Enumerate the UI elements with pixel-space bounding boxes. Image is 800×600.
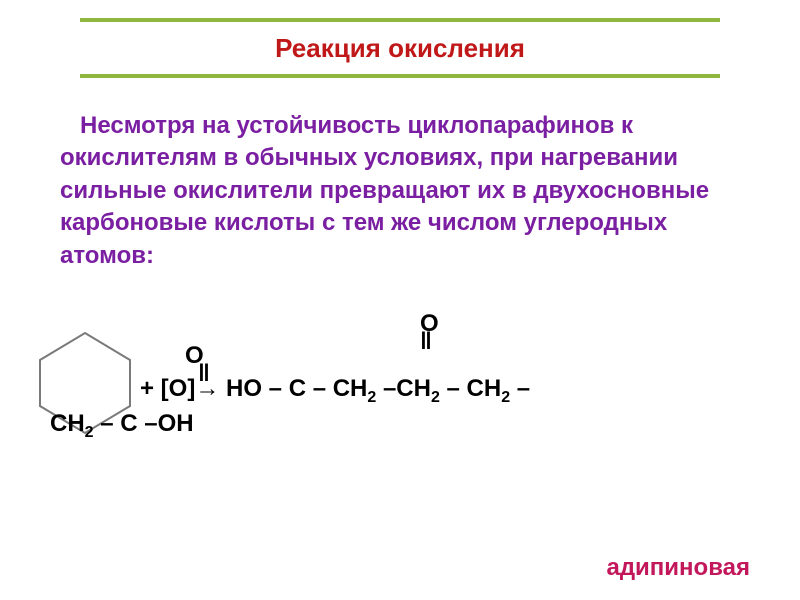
slide-title: Реакция окисления [275,33,525,64]
formula-main-3: – CH [440,375,501,402]
sub-4: 2 [85,424,94,441]
formula-main-4: – [510,375,530,402]
reaction-formula: ‖ ‖ O O + [O]→ HO – C – CH2 –CH2 – CH2 –… [50,308,770,444]
title-bar: Реакция окисления [80,18,720,78]
double-bond-mark-2: ‖ [198,358,207,390]
sub-2: 2 [431,389,440,406]
formula-main-1: + [O]→ HO – C – CH [140,375,367,402]
double-bond-mark: ‖ [420,326,429,358]
formula-main-2: –CH [376,375,431,402]
sub-1: 2 [367,389,376,406]
product-name: адипиновая [606,554,750,582]
formula-line4-1: CH [50,410,85,437]
body-paragraph: Несмотря на устойчивость циклопарафинов … [60,110,760,272]
formula-line4-2: – C –OH [94,410,194,437]
sub-3: 2 [501,389,510,406]
